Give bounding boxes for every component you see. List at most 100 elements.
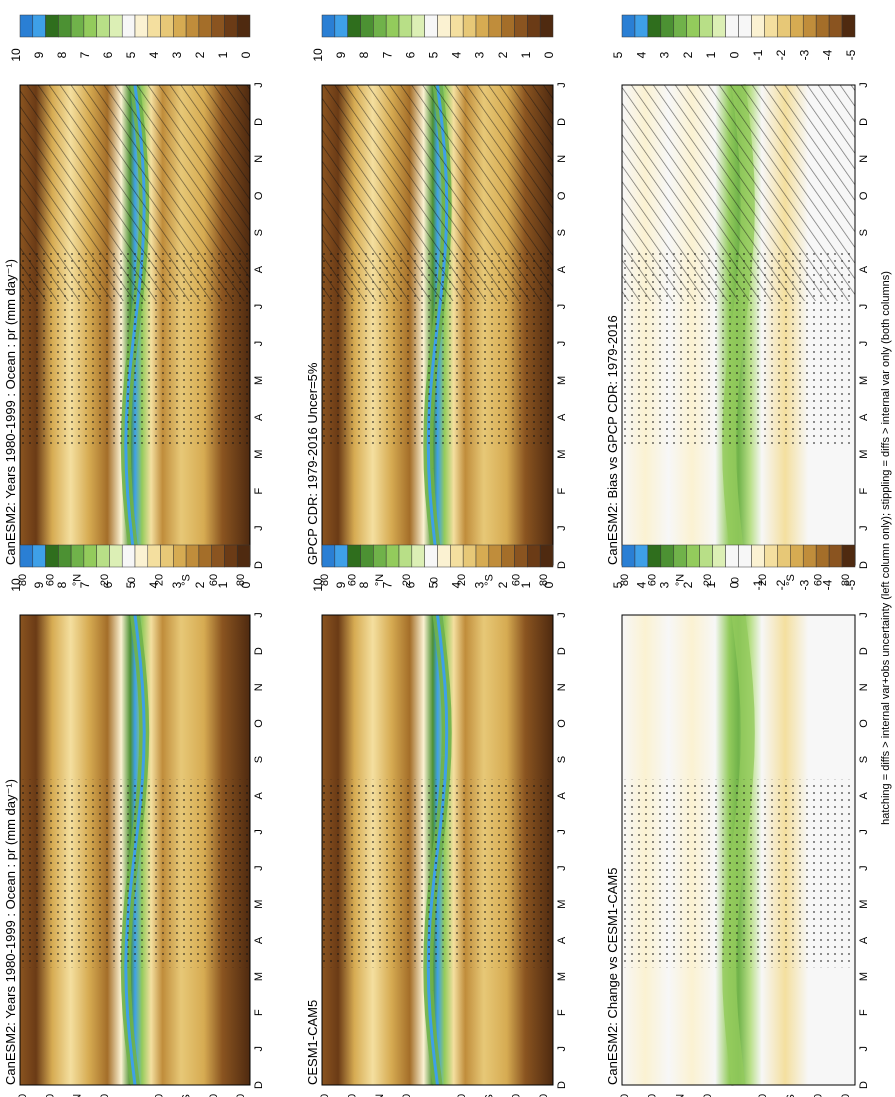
month-tick: M [556,376,568,385]
month-tick: A [556,265,568,273]
colorbar-cell [147,544,161,568]
month-tick: J [556,612,568,618]
colorbar-cell [224,14,238,38]
month-tick: O [253,191,265,200]
colorbar-tick: -4 [821,579,835,590]
colorbar-cell [96,14,110,38]
colorbar-cell [437,544,451,568]
month-tick: S [556,229,568,236]
month-tick: A [253,413,265,421]
colorbar-cell [398,14,413,38]
colorbar-tick: 1 [519,581,533,588]
colorbar-cell [660,14,675,38]
month-tick: J [253,1046,265,1052]
month-tick: A [253,936,265,944]
lat-tick: °S [483,1094,495,1097]
panel-4-title: CESM1-CAM5 [305,1000,320,1085]
colorbar-cell [360,14,374,38]
colorbar-tick: 8 [55,581,69,588]
colorbar-cell [45,544,59,568]
month-tick: J [858,1046,870,1052]
colorbar-tick: 7 [380,51,394,58]
panel-4: CESM1-CAM5DJFMAMJJASONDJ8060°N20020°S608… [305,544,568,1097]
lat-tick: 60 [812,1094,824,1097]
colorbar-tick: 0 [728,51,742,58]
month-tick: S [858,229,870,236]
month-tick: A [556,936,568,944]
colorbar-cell [385,14,400,38]
colorbar-cell [777,544,791,568]
panel-5: CanESM2: Bias vs GPCP CDR: 1979-2016 D J F M… [605,14,870,586]
colorbar-tick: 10 [311,48,325,62]
colorbar-tick: 4 [147,581,161,588]
lat-tick: 60 [346,574,358,586]
colorbar-cell [488,14,502,38]
colorbar-cell [514,14,528,38]
colorbar-cell [70,544,85,568]
colorbar-tick: -1 [751,49,765,60]
panel-6: CanESM2: Change vs CESM1-CAM5 D J F M A M J J A S O… [605,544,870,1097]
lat-tick: 60 [208,574,220,586]
colorbar-cell [621,14,636,38]
panel-4-stippling [322,779,553,968]
lat-tick: 0 [126,577,138,583]
colorbar-cell [211,14,225,38]
month-tick: J [253,304,265,310]
month-tick: M [858,450,870,459]
colorbar-cell [764,14,778,38]
lat-tick: 20 [757,1094,769,1097]
month-tick: J [556,82,568,88]
lat-tick: 60 [346,1094,358,1097]
colorbar-cell [475,14,490,38]
colorbar-cell [121,544,136,568]
colorbar-tick: 6 [403,581,417,588]
colorbar-tick: 6 [101,51,115,58]
month-tick: J [556,829,568,835]
month-tick: S [253,229,265,236]
month-tick: J [556,341,568,347]
colorbar-cell [764,544,778,568]
month-tick: D [253,1081,265,1089]
lat-tick: 20 [757,574,769,586]
lat-tick: 20 [153,574,165,586]
colorbar-tick: 0 [239,51,253,58]
month-tick: D [556,118,568,126]
month-tick: D [858,561,870,569]
month-tick: J [556,304,568,310]
month-tick: M [556,900,568,909]
month-tick: O [858,191,870,200]
month-tick: O [253,719,265,728]
month-tick: M [253,450,265,459]
colorbar-cell [321,544,336,568]
colorbar-tick: 10 [311,578,325,592]
month-tick: F [556,488,568,495]
lat-tick: 80 [17,1094,29,1097]
colorbar-cell [360,544,374,568]
colorbar-tick: 0 [542,581,556,588]
footnote: hatching = diffs > internal var+obs unce… [880,271,892,825]
panel-1: CanESM2: Years 1980-1999 : Ocean : pr (m… [3,14,265,586]
month-tick: J [556,865,568,871]
colorbar-tick: -3 [797,579,811,590]
lat-tick: °N [674,574,686,586]
colorbar-cell [501,14,515,38]
colorbar-cell [450,14,464,38]
colorbar-cell [109,544,123,568]
colorbar-cell [173,14,187,38]
lat-tick: 80 [840,574,852,586]
colorbar-cell [334,14,348,38]
colorbar-cell [828,14,843,38]
lat-tick: 80 [235,574,247,586]
colorbar-tick: 4 [450,581,464,588]
colorbar-cell [686,544,700,568]
lat-tick: °N [674,1094,686,1097]
colorbar-cell [738,544,752,568]
month-tick: D [253,561,265,569]
lat-tick: °S [181,574,193,586]
colorbar-cell [527,14,541,38]
colorbar-cell [185,544,200,568]
colorbar-cell [815,14,830,38]
colorbar-tick: 5 [611,581,625,588]
colorbar-cell [501,544,515,568]
colorbar-cell [725,544,739,568]
